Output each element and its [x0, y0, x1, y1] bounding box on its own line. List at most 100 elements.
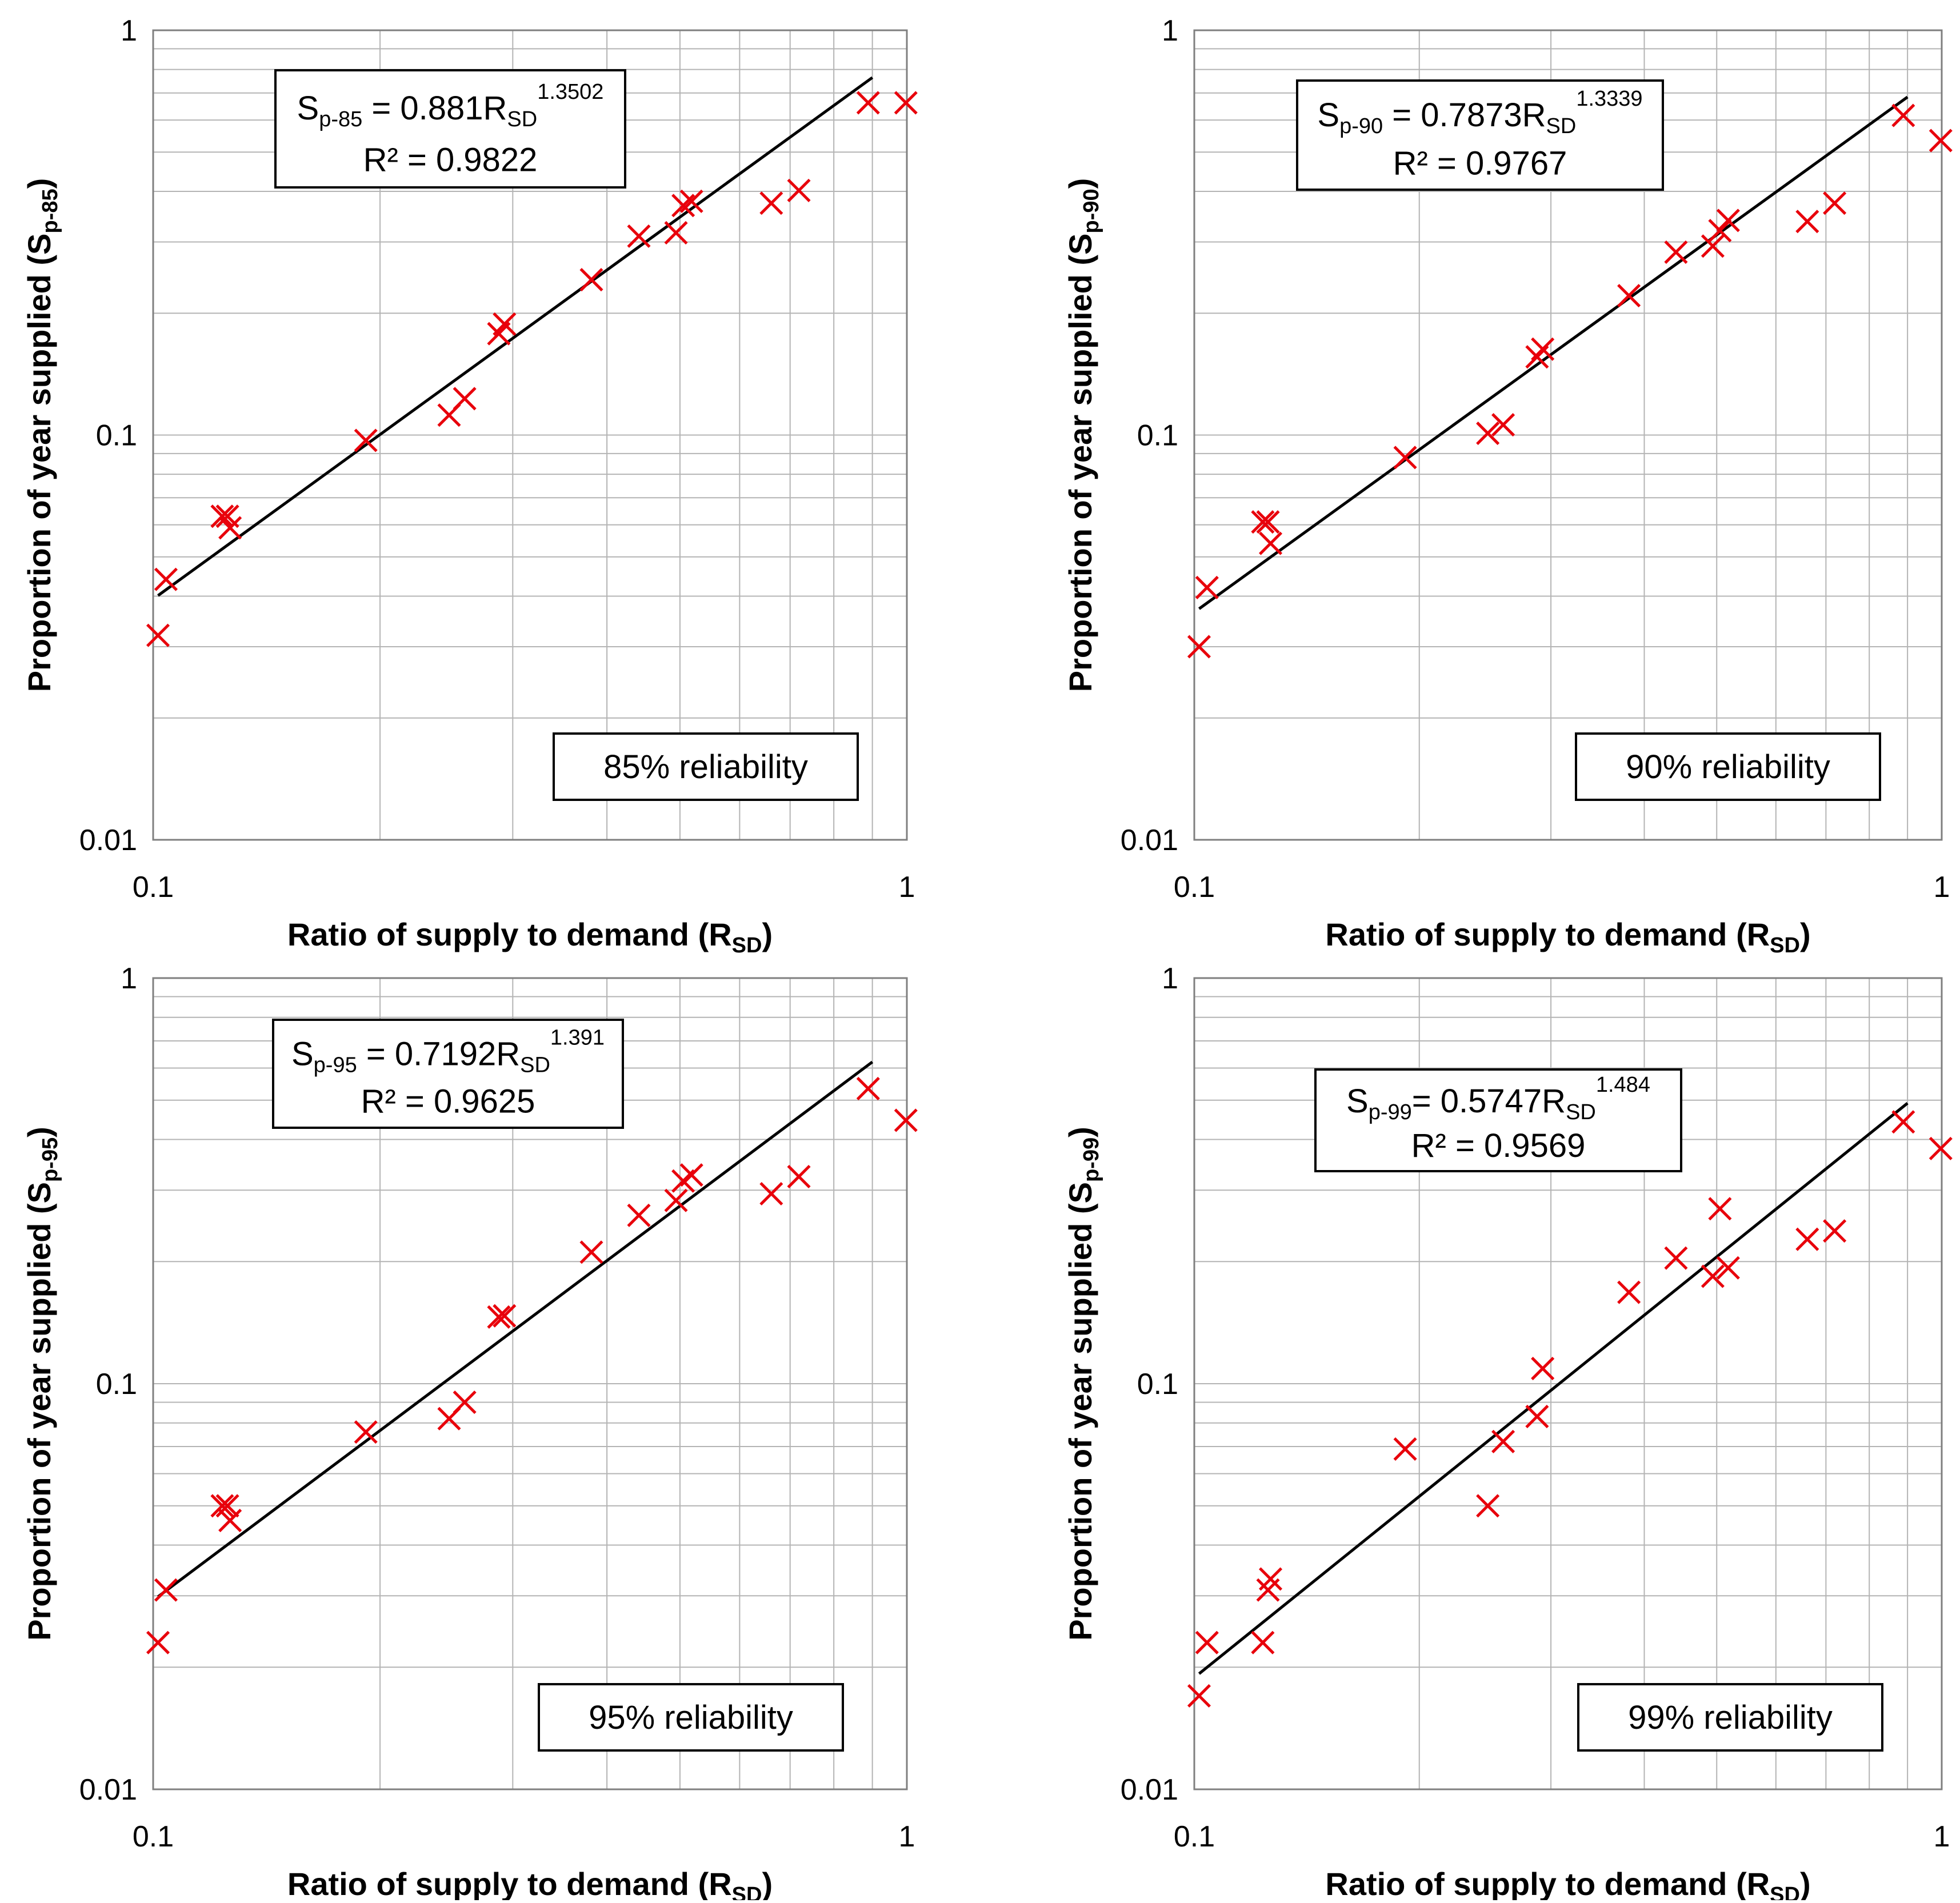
r-squared: R² = 0.9569 [1411, 1127, 1586, 1164]
y-axis-label: Proportion of year supplied (Sp-99) [1062, 1127, 1103, 1641]
x-axis-label-end: ) [762, 916, 773, 952]
y-axis-label-sub: p-99 [1079, 1137, 1103, 1182]
data-point [1393, 1437, 1417, 1461]
data-point [1195, 575, 1219, 599]
data-markers [1187, 103, 1953, 659]
equation-body: = 0.881R [362, 90, 507, 127]
data-point [487, 1305, 511, 1329]
data-point [1929, 1136, 1953, 1160]
equation-lhs-sub: p-99 [1369, 1100, 1412, 1124]
data-point [218, 516, 242, 540]
data-point [493, 1304, 517, 1328]
data-point [218, 1508, 242, 1532]
trendline [157, 76, 874, 597]
data-point [579, 268, 603, 292]
x-axis-label: Ratio of supply to demand (RSD) [1325, 916, 1810, 957]
data-point [493, 312, 517, 336]
gridlines [1194, 30, 1942, 840]
data-point [1891, 103, 1915, 127]
x-axis-label-end: ) [1800, 1866, 1811, 1900]
x-axis-label: Ratio of supply to demand (RSD) [287, 916, 773, 957]
data-markers [146, 91, 918, 647]
x-axis-label-text: Ratio of supply to demand (R [1325, 1866, 1770, 1900]
x-axis-label-text: Ratio of supply to demand (R [287, 1866, 732, 1900]
data-point [1929, 129, 1953, 153]
data-point [1491, 413, 1515, 437]
y-axis-label-end: ) [1062, 178, 1098, 189]
trendline [157, 1060, 874, 1598]
gridlines [153, 978, 907, 1789]
x-axis-label-sub: SD [732, 1883, 762, 1900]
equation-body: = 0.7873R [1383, 97, 1546, 134]
data-point [1664, 240, 1688, 264]
y-axis-label-sub: p-85 [38, 189, 62, 233]
reliability-box [553, 732, 859, 801]
data-point [210, 1494, 234, 1518]
data-point [759, 191, 783, 215]
equation-sub: SD [1546, 114, 1577, 138]
data-point [1716, 1256, 1740, 1280]
plot-frame [152, 29, 908, 841]
equation-lhs: S [1346, 1083, 1369, 1120]
equation-sub: SD [507, 107, 537, 131]
equation-exponent: 1.3502 [537, 80, 603, 104]
x-tick-label: 0.1 [1174, 1820, 1215, 1853]
y-tick-label: 0.01 [79, 1773, 137, 1806]
y-tick-label: 0.01 [1121, 824, 1178, 857]
data-point [856, 1076, 880, 1100]
data-point [210, 504, 234, 528]
data-point [453, 387, 477, 411]
y-axis-label-text: Proportion of year supplied (S [1062, 1182, 1098, 1641]
data-point [1187, 635, 1211, 659]
x-axis-label-end: ) [762, 1866, 773, 1900]
x-tick-label: 1 [1934, 1820, 1950, 1853]
equation-box [1296, 79, 1664, 191]
data-point [664, 221, 688, 245]
x-tick-label: 0.1 [133, 1820, 174, 1853]
equation-body: = 0.5747R [1412, 1083, 1566, 1120]
y-tick-label: 1 [121, 14, 137, 47]
x-axis-label-sub: SD [1770, 934, 1800, 957]
y-tick-label: 0.1 [96, 419, 137, 452]
reliability-label: 90% reliability [1626, 748, 1830, 786]
data-point [354, 428, 378, 452]
data-point [1823, 191, 1847, 215]
x-tick-label: 0.1 [1174, 871, 1215, 904]
x-axis-label-end: ) [1800, 916, 1811, 952]
reliability-label: 99% reliability [1628, 1699, 1833, 1736]
y-axis-label-text: Proportion of year supplied (S [21, 234, 57, 692]
x-axis-label-sub: SD [732, 934, 762, 957]
x-tick-label: 1 [1934, 871, 1950, 904]
data-point [1701, 1264, 1725, 1288]
data-point [1531, 337, 1555, 361]
data-point [1891, 1110, 1915, 1134]
trend-equation: Sp-90 = 0.7873RSD 1.3339 [1317, 87, 1642, 138]
data-point [1251, 510, 1275, 534]
equation-lhs-sub: p-90 [1339, 114, 1383, 138]
equation-exponent: 1.3339 [1576, 87, 1642, 111]
data-point [1617, 283, 1641, 308]
data-point [1716, 209, 1740, 233]
data-markers [1187, 1110, 1953, 1708]
data-point [1258, 531, 1283, 555]
data-point [453, 1390, 477, 1415]
data-point [1187, 1684, 1211, 1708]
data-point [1195, 1630, 1219, 1654]
plot-frame [152, 977, 908, 1790]
equation-box [1314, 1068, 1682, 1172]
equation-exponent: 1.391 [550, 1025, 605, 1049]
x-axis-label: Ratio of supply to demand (RSD) [287, 1866, 773, 1900]
equation-lhs: S [297, 90, 319, 127]
chart-panel-2: 0.01 0.1 1 0.1 1 Ratio of supply to demand (R… [1062, 14, 1953, 957]
equation-sub: SD [1566, 1100, 1596, 1124]
equation-sub: SD [520, 1053, 550, 1077]
trendline [1198, 1102, 1909, 1675]
data-point [627, 224, 651, 248]
data-point [1256, 510, 1280, 534]
data-point [1476, 421, 1500, 445]
data-markers [146, 1076, 918, 1654]
data-point [1476, 1494, 1500, 1518]
equation-box [272, 1019, 624, 1129]
equation-lhs: S [291, 1035, 314, 1072]
data-point [787, 178, 811, 202]
